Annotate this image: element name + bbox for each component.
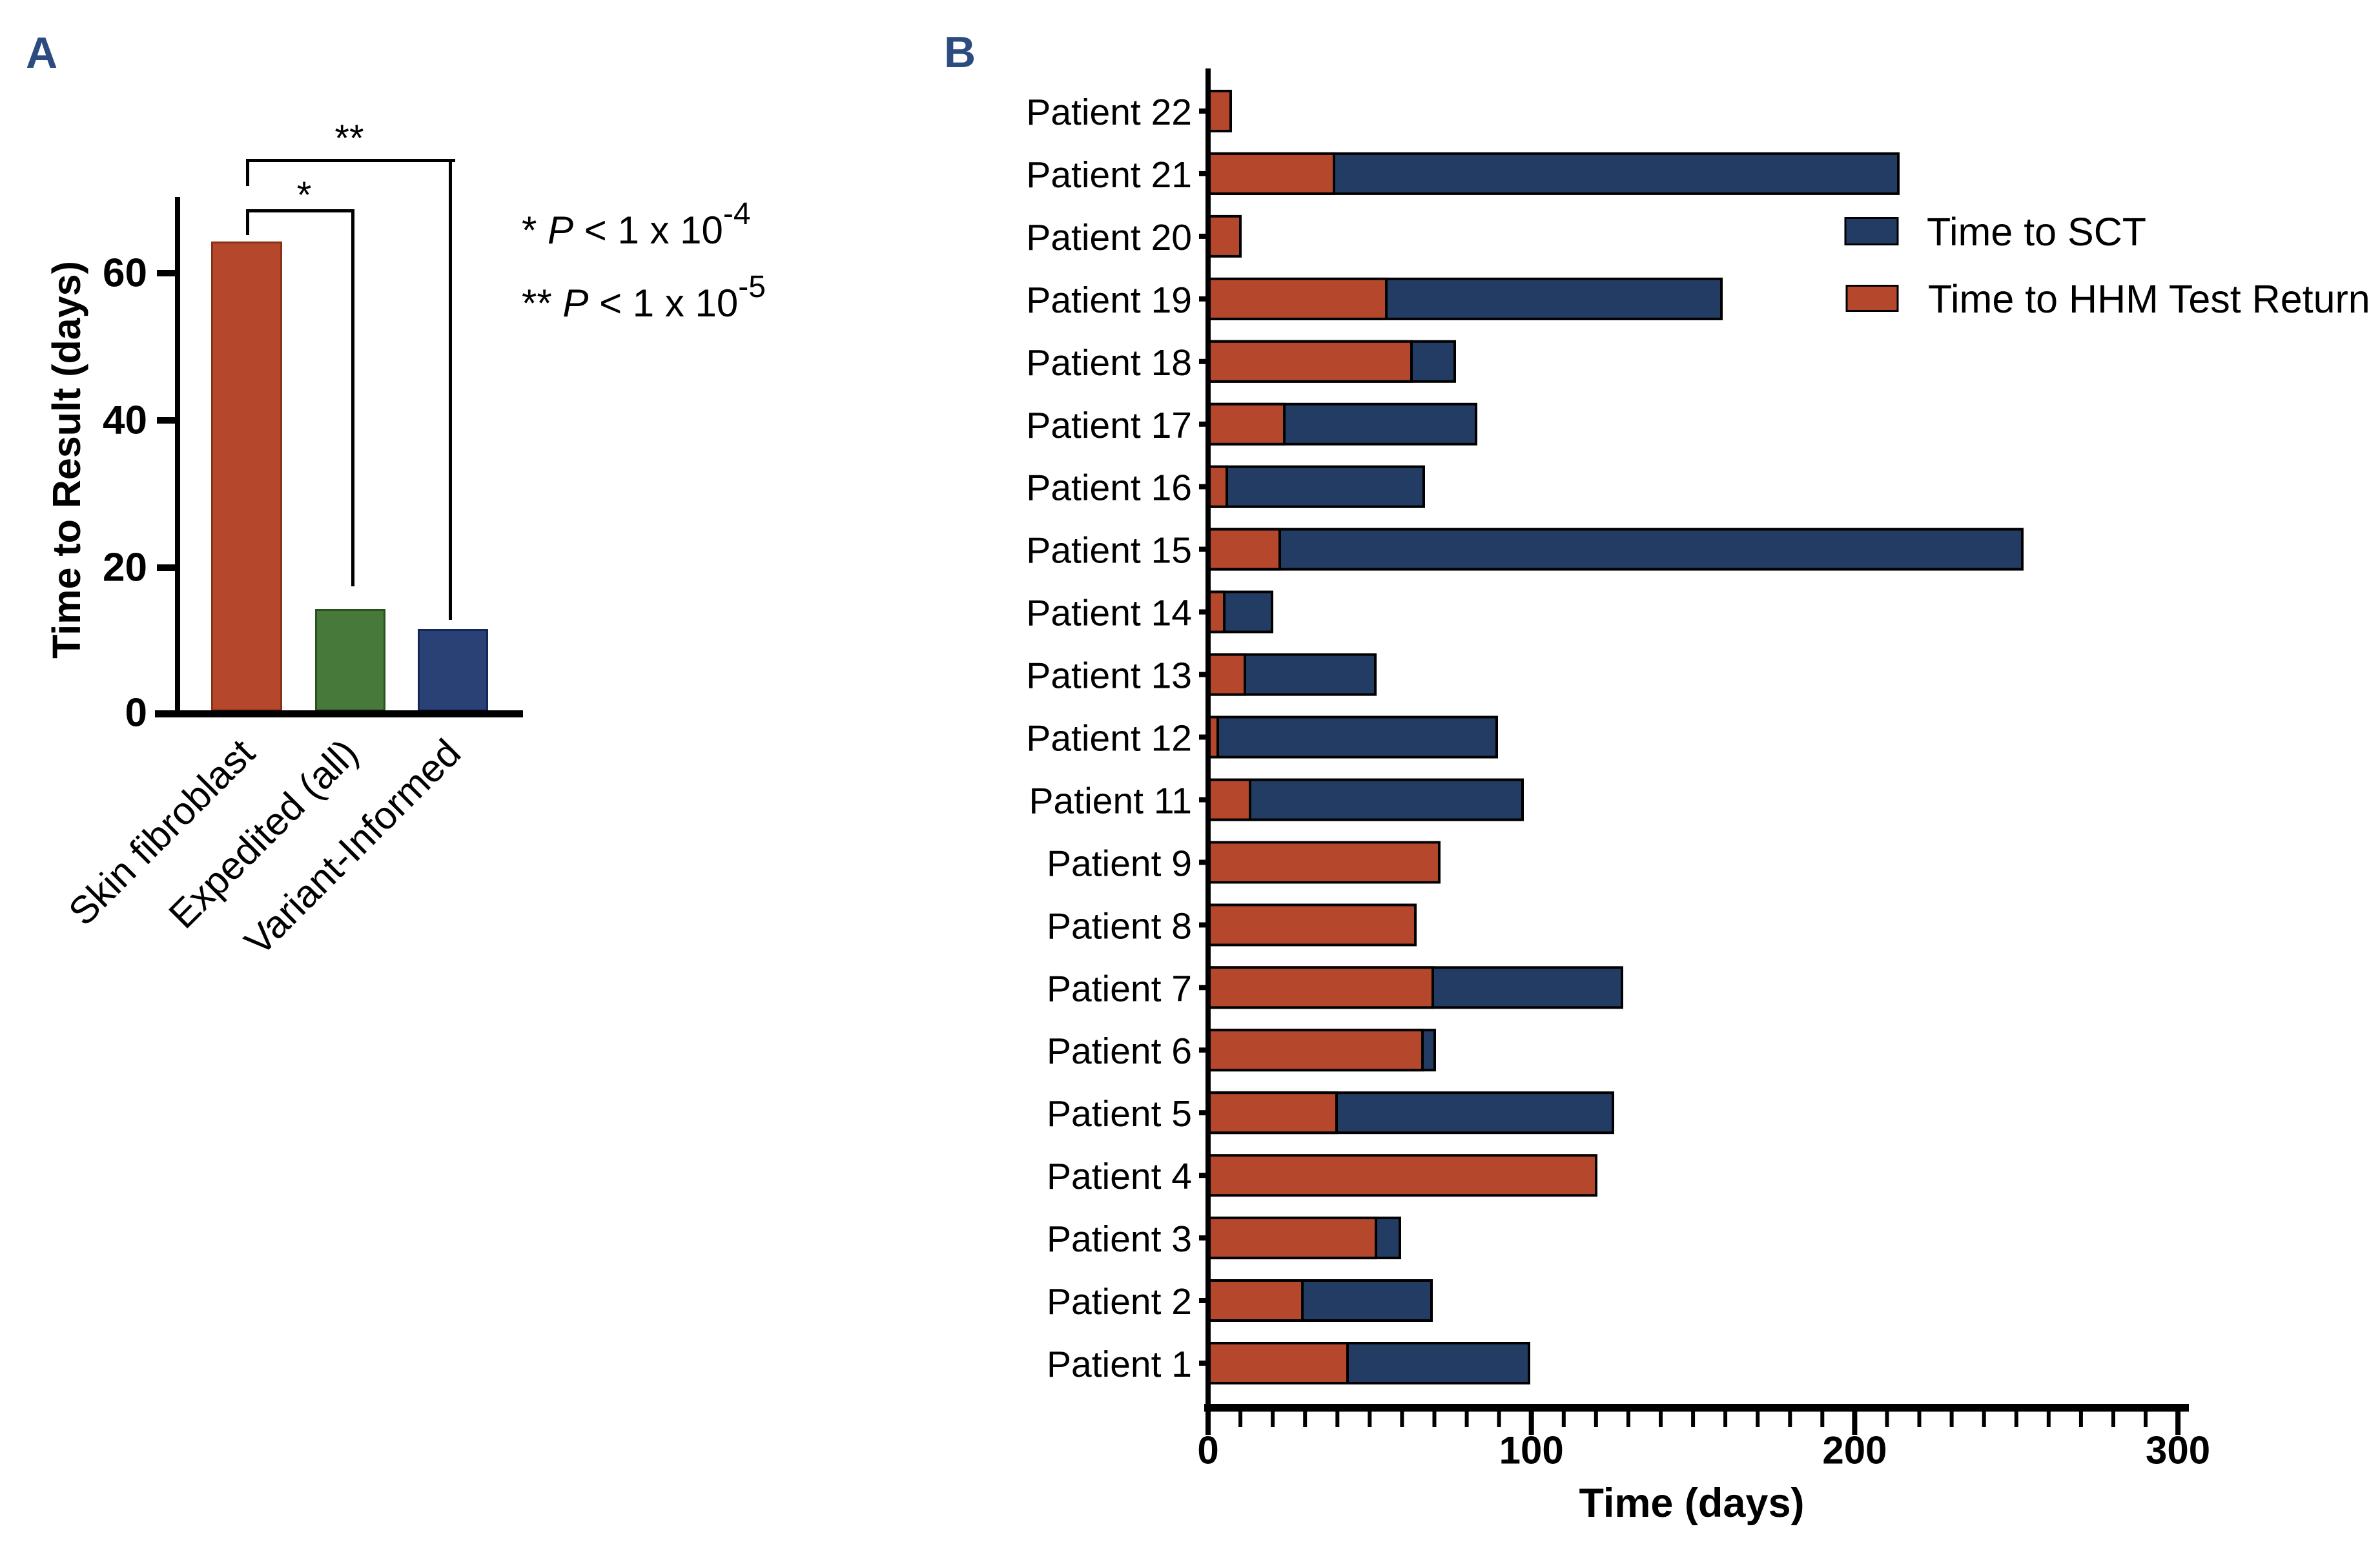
svg-text:*: * [297,174,312,216]
svg-text:Patient 8: Patient 8 [1047,905,1192,947]
svg-text:Patient 19: Patient 19 [1026,280,1192,321]
svg-text:Time (days): Time (days) [1579,1481,1805,1526]
svg-text:Patient 20: Patient 20 [1026,217,1192,258]
svg-text:Patient 21: Patient 21 [1026,154,1192,196]
svg-text:Patient 18: Patient 18 [1026,342,1192,384]
svg-text:Patient 5: Patient 5 [1047,1093,1192,1135]
svg-text:A: A [26,28,57,77]
svg-text:Patient 2: Patient 2 [1047,1281,1192,1322]
svg-text:Patient 4: Patient 4 [1047,1156,1192,1197]
svg-text:200: 200 [1822,1429,1887,1472]
svg-text:Patient 3: Patient 3 [1047,1219,1192,1260]
svg-text:Patient 11: Patient 11 [1029,781,1192,822]
svg-text:Patient 17: Patient 17 [1026,405,1192,446]
svg-text:Patient 22: Patient 22 [1026,92,1192,133]
svg-text:Time to HHM Test Return: Time to HHM Test Return [1928,277,2370,321]
svg-text:300: 300 [2146,1429,2210,1472]
svg-text:Patient 15: Patient 15 [1026,530,1192,571]
svg-text:Time to SCT: Time to SCT [1927,210,2146,254]
svg-text:Patient 12: Patient 12 [1026,718,1192,759]
svg-text:**: ** [334,118,364,159]
svg-text:B: B [944,28,976,77]
svg-text:Patient 14: Patient 14 [1026,593,1192,634]
svg-text:100: 100 [1499,1429,1564,1472]
svg-text:Patient 13: Patient 13 [1026,655,1192,697]
svg-text:Patient 1: Patient 1 [1047,1344,1192,1385]
svg-text:20: 20 [103,546,147,590]
svg-text:0: 0 [1197,1429,1218,1472]
svg-text:Patient 9: Patient 9 [1047,843,1192,884]
svg-text:Patient 6: Patient 6 [1047,1031,1192,1072]
svg-text:Time to Result (days): Time to Result (days) [45,261,88,659]
svg-text:Patient 16: Patient 16 [1026,468,1192,509]
svg-text:40: 40 [103,398,147,443]
svg-text:60: 60 [103,251,147,296]
svg-text:0: 0 [125,691,147,735]
svg-text:Patient 7: Patient 7 [1047,968,1192,1009]
